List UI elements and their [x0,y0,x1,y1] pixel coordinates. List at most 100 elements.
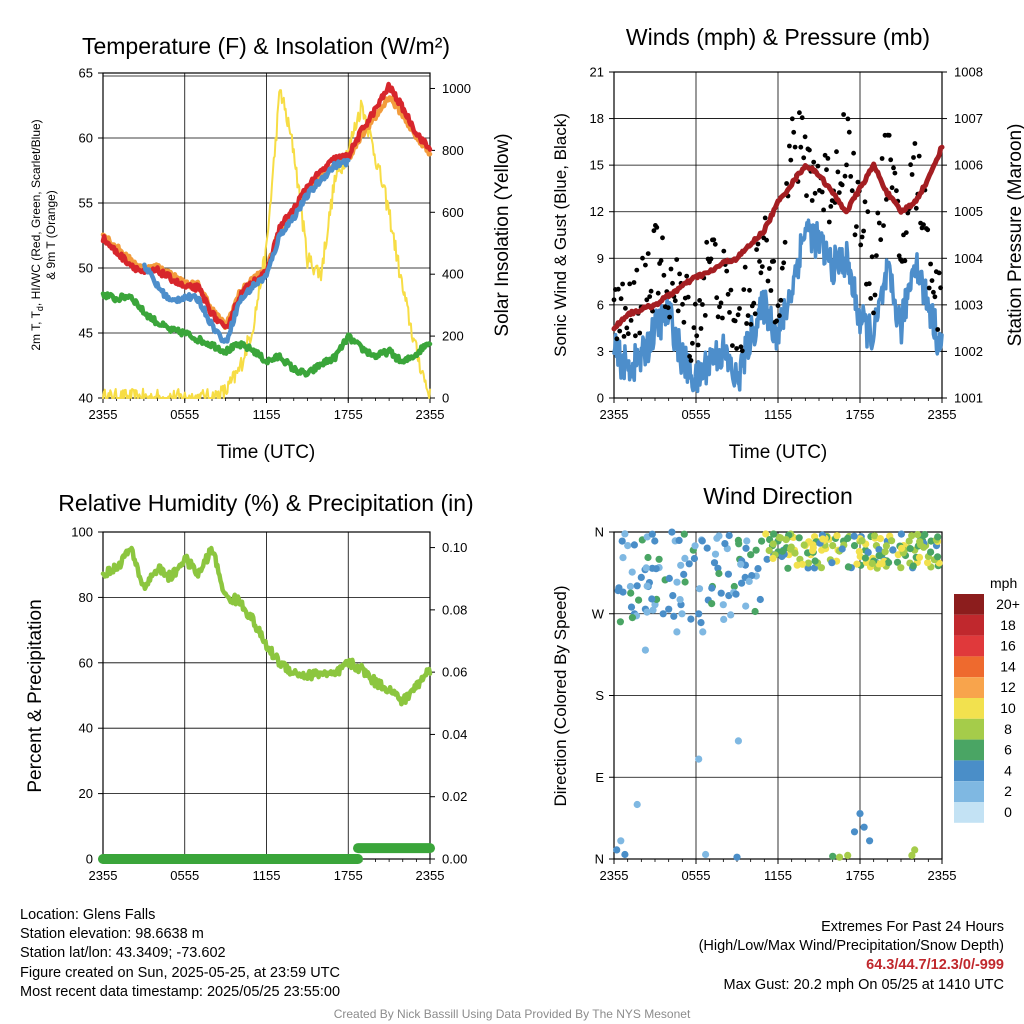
y-tick-label: 45 [79,326,93,341]
y-tick-label: 3 [597,344,604,359]
direction-point [829,852,837,860]
y-label-part: 2m T, T [29,310,43,350]
gust-point [692,301,698,307]
gust-point [822,152,828,158]
x-tick-label: 1755 [334,407,363,422]
series-line [100,545,433,707]
gust-point [735,312,741,318]
gust-point [819,189,825,195]
gust-point [812,190,818,196]
y-right-tick-label: 1002 [954,344,983,359]
legend-swatch [954,802,984,823]
gust-point [714,295,720,301]
y-tick-label: 80 [79,590,93,605]
x-tick-label: 0555 [170,868,199,883]
direction-point [777,534,785,542]
legend-label: 0 [1004,804,1012,820]
direction-point [633,800,641,809]
legend-label: 18 [1000,617,1016,633]
direction-point [745,577,753,586]
gust-point [824,167,829,173]
legend-label: 4 [1004,762,1012,778]
gust-point [815,163,821,169]
direction-point [787,543,795,551]
gust-point [826,219,832,225]
gust-point [698,326,704,331]
y-right-tick-label: 1001 [954,391,983,406]
direction-point [817,564,826,572]
gust-point [874,253,879,258]
gust-point [721,248,727,254]
gust-point [751,300,757,306]
gust-point [891,165,896,171]
direction-point [702,850,710,859]
series-line [102,89,431,399]
direction-point [908,532,916,540]
gust-point [767,266,772,271]
x-tick-label: 2355 [89,868,118,883]
gust-point [791,129,797,135]
direction-point [762,530,770,538]
x-tick-label: 1155 [253,407,281,422]
gust-point [854,224,859,230]
gust-point [782,239,788,245]
gust-point [718,300,724,306]
gust-point [734,346,739,351]
chart-title: Temperature (F) & Insolation (W/m²) [82,33,450,59]
y-right-tick-label: 0.10 [442,540,467,555]
gust-point [665,305,671,311]
gust-point [925,227,931,233]
direction-point [748,572,756,580]
winds-pressure-panel: 2355 0555 1155 1755 235503691215182110011002… [551,24,1024,463]
gust-point [737,306,742,311]
direction-point [838,545,846,553]
direction-point [710,559,719,567]
y-right-tick-label: 1003 [954,297,983,312]
direction-point [765,546,773,555]
direction-point [669,592,677,600]
gust-point [742,264,748,270]
direction-point [685,560,693,568]
y-right-tick-label: 0.02 [442,789,467,804]
direction-point [829,542,837,550]
gust-point [725,291,731,297]
direction-point [675,536,683,545]
y-label-subscript: d [35,306,45,311]
direction-point [641,646,650,654]
y-tick-label: S [595,688,604,703]
gust-point [684,273,690,279]
gust-point [926,285,932,291]
direction-point [844,563,853,571]
y-tick-label: 55 [79,196,93,211]
gust-point [727,310,732,315]
legend-label: 8 [1004,721,1012,737]
direction-point [733,853,741,861]
gust-point [875,210,881,216]
gust-point [841,112,846,117]
direction-point [651,537,659,545]
y-right-tick-label: 1008 [954,65,983,80]
gust-point [928,261,933,267]
x-tick-label: 2355 [928,407,957,422]
gust-point [845,116,851,122]
legend-swatch [954,698,984,719]
x-tick-label: 2355 [416,407,445,422]
y-tick-label: N [595,852,604,867]
gust-point [672,298,678,304]
y-right-tick-label: 0.00 [442,852,467,867]
gust-point [687,354,692,359]
direction-point [889,546,897,554]
gust-point [828,204,834,209]
gust-point [936,270,942,276]
y-tick-label: 15 [590,158,604,173]
gust-point [708,256,714,262]
legend-swatch [954,739,984,761]
gust-point [774,318,779,324]
gust-point [821,207,826,213]
direction-point [630,541,639,549]
direction-point [618,537,626,545]
direction-point [617,837,625,845]
gust-point [862,199,868,205]
speed-legend: mph 20+ 18 16 14 12 10 8 6 4 2 0 [954,575,1020,823]
gust-point [787,143,792,149]
